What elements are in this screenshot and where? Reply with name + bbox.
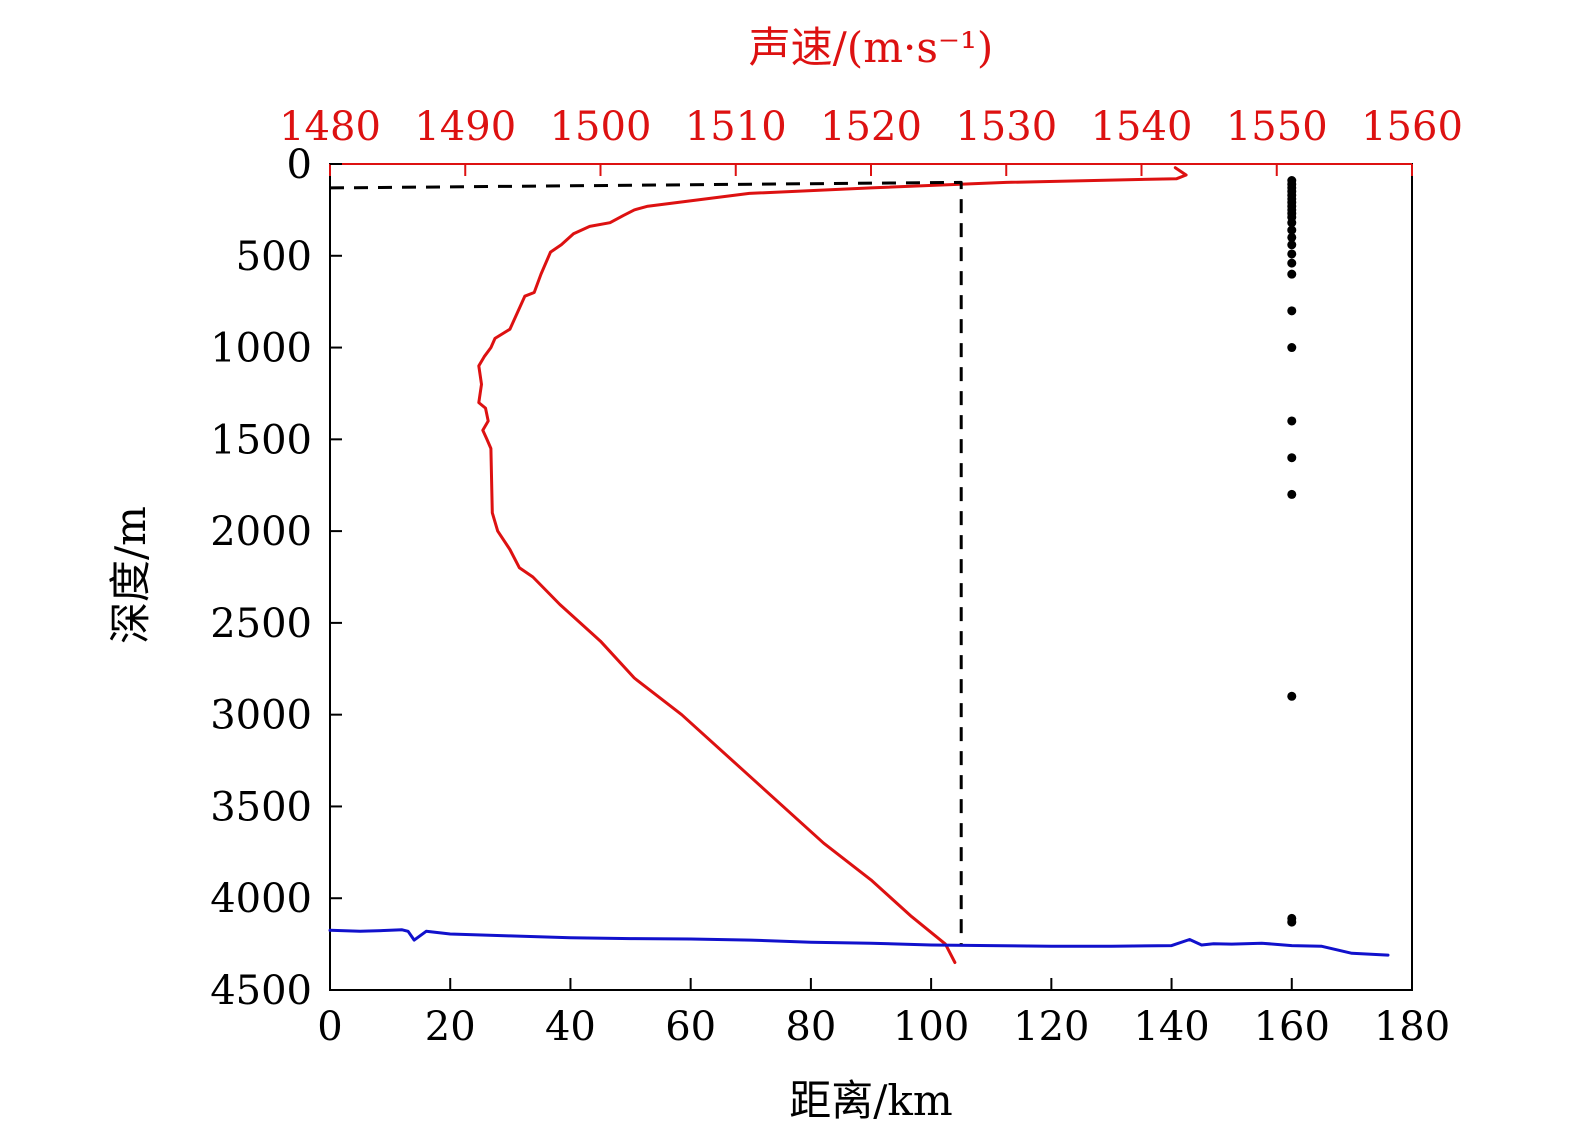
receiver-point bbox=[1287, 917, 1297, 927]
receiver-point bbox=[1287, 691, 1297, 701]
bathymetry-line bbox=[328, 928, 1390, 957]
y-tick-label: 1000 bbox=[210, 326, 312, 372]
top-axis-title: 声速/(m·s⁻¹) bbox=[749, 23, 994, 72]
receiver-point bbox=[1287, 269, 1297, 279]
receiver-point bbox=[1287, 232, 1297, 242]
y-tick-label: 2000 bbox=[210, 509, 312, 555]
receiver-point bbox=[1287, 453, 1297, 463]
x-top-tick-label: 1540 bbox=[1091, 104, 1193, 150]
y-tick-label: 0 bbox=[287, 142, 312, 188]
x-bottom-tick-label: 40 bbox=[545, 1004, 596, 1050]
x-axis-title: 距离/km bbox=[789, 1076, 952, 1125]
receiver-point bbox=[1287, 218, 1297, 228]
receiver-point bbox=[1287, 416, 1297, 426]
x-bottom-tick-label: 80 bbox=[785, 1004, 836, 1050]
y-axis-title: 深度/m bbox=[106, 506, 155, 644]
x-top-tick-label: 1480 bbox=[279, 104, 381, 150]
sound-speed-curve bbox=[477, 166, 1188, 964]
x-top-tick-label: 1550 bbox=[1226, 104, 1328, 150]
series-layer bbox=[328, 166, 1390, 964]
receiver-point bbox=[1287, 249, 1297, 259]
receiver-point bbox=[1287, 306, 1297, 316]
y-tick-label: 3000 bbox=[210, 693, 312, 739]
reference-dashed-line bbox=[329, 180, 963, 945]
x-top-tick-label: 1520 bbox=[820, 104, 922, 150]
x-top-tick-label: 1560 bbox=[1361, 104, 1463, 150]
y-tick-label: 2500 bbox=[210, 601, 312, 647]
receiver-point bbox=[1287, 489, 1297, 499]
y-tick-label: 4000 bbox=[210, 876, 312, 922]
x-bottom-tick-label: 20 bbox=[425, 1004, 476, 1050]
x-bottom-tick-label: 100 bbox=[893, 1004, 969, 1050]
x-bottom-tick-label: 160 bbox=[1254, 1004, 1330, 1050]
y-tick-label: 4500 bbox=[210, 968, 312, 1014]
receiver-point bbox=[1287, 240, 1297, 250]
x-bottom-tick-label: 180 bbox=[1374, 1004, 1450, 1050]
x-bottom-tick-label: 0 bbox=[317, 1004, 342, 1050]
x-top-tick-label: 1490 bbox=[414, 104, 516, 150]
y-tick-label: 1500 bbox=[210, 417, 312, 463]
plot-frame bbox=[329, 163, 1413, 991]
x-bottom-tick-label: 140 bbox=[1133, 1004, 1209, 1050]
x-top-tick-label: 1530 bbox=[955, 104, 1057, 150]
receiver-point bbox=[1287, 225, 1297, 235]
y-tick-label: 500 bbox=[236, 234, 312, 280]
x-bottom-tick-label: 60 bbox=[665, 1004, 716, 1050]
ticks-layer: 0 20 40 60 80 100 120 140 160 180 1480 1490 1500 1510… bbox=[210, 104, 1463, 1050]
receiver-point bbox=[1287, 343, 1297, 353]
y-tick-label: 3500 bbox=[210, 784, 312, 830]
receiver-point bbox=[1287, 258, 1297, 268]
x-top-tick-label: 1510 bbox=[685, 104, 787, 150]
x-bottom-tick-label: 120 bbox=[1013, 1004, 1089, 1050]
x-top-tick-label: 1500 bbox=[550, 104, 652, 150]
